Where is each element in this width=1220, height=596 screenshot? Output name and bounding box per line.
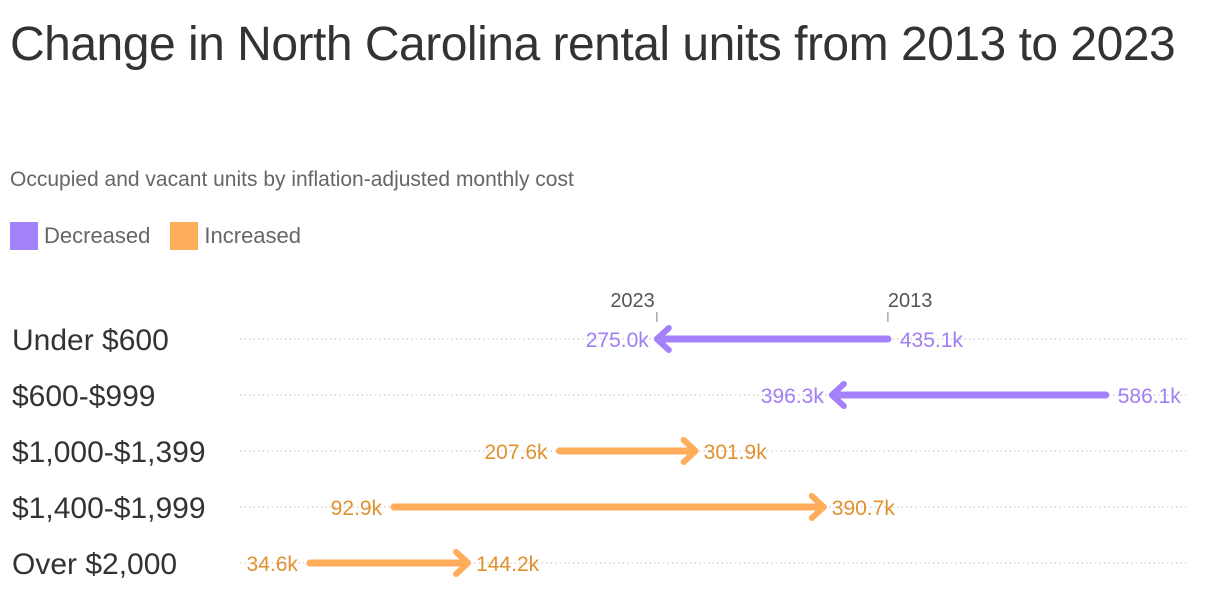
legend-label-decreased: Decreased xyxy=(44,223,151,248)
value-label-2013: 435.1k xyxy=(900,329,964,352)
category-label: Over $2,000 xyxy=(12,548,177,581)
value-label-2013: 207.6k xyxy=(485,441,549,464)
arrowhead xyxy=(828,381,847,409)
legend-item-decreased: Decreased xyxy=(10,222,150,250)
header-label-start: 2013 xyxy=(888,290,933,312)
legend: Decreased Increased xyxy=(10,222,321,250)
category-label: Under $600 xyxy=(12,324,169,357)
value-label-2023: 396.3k xyxy=(761,385,825,408)
arrowhead xyxy=(680,437,699,465)
value-label-2013: 92.9k xyxy=(331,497,383,520)
value-label-2013: 34.6k xyxy=(247,553,299,576)
category-label: $1,400-$1,999 xyxy=(12,492,206,525)
category-label: $1,000-$1,399 xyxy=(12,436,206,469)
legend-swatch-decreased xyxy=(10,222,38,250)
chart-title: Change in North Carolina rental units fr… xyxy=(10,18,1176,71)
value-label-2023: 390.7k xyxy=(832,497,896,520)
value-label-2023: 144.2k xyxy=(476,553,540,576)
legend-swatch-increased xyxy=(170,222,199,250)
arrowhead xyxy=(653,325,672,353)
legend-label-increased: Increased xyxy=(204,223,302,248)
arrowhead xyxy=(453,549,472,577)
value-label-2023: 301.9k xyxy=(704,441,768,464)
value-label-2023: 275.0k xyxy=(586,329,650,352)
header-label-end: 2023 xyxy=(610,290,655,312)
legend-item-increased: Increased xyxy=(170,222,301,250)
value-label-2013: 586.1k xyxy=(1118,385,1182,408)
arrowhead xyxy=(808,493,827,521)
category-label: $600-$999 xyxy=(12,380,155,413)
chart-subtitle: Occupied and vacant units by inflation-a… xyxy=(10,168,574,191)
